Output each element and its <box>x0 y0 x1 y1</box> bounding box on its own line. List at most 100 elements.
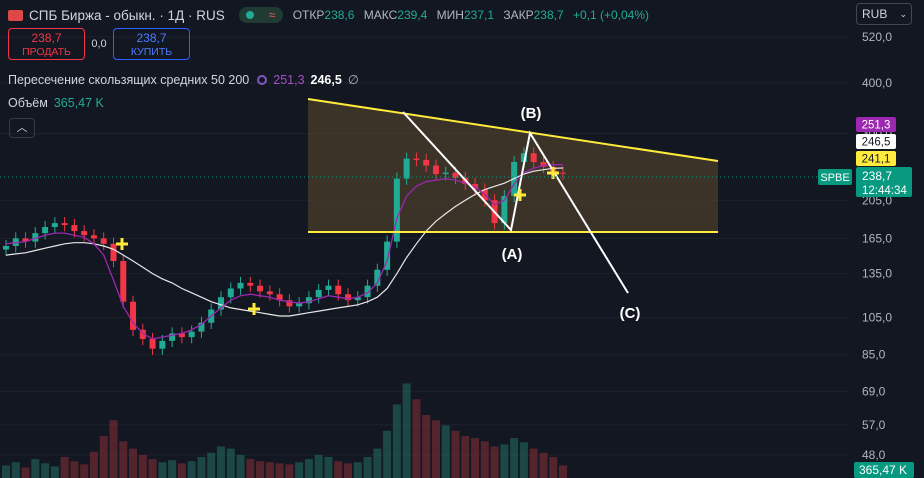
volume-indicator-name: Объём <box>8 96 48 110</box>
candle <box>139 329 146 339</box>
trade-panel: 238,7 ПРОДАТЬ 0,0 238,7 КУПИТЬ <box>8 28 190 60</box>
ohlc-close-value: 238,7 <box>533 8 564 22</box>
candle <box>198 322 205 332</box>
ma-slow-value-tag <box>856 134 896 149</box>
price-axis-tick: 69,0 <box>862 384 886 398</box>
volume-bar <box>236 454 245 478</box>
candle <box>247 282 254 286</box>
ohlc-high-label: МАКС <box>363 8 398 22</box>
candle <box>71 225 78 232</box>
candle <box>325 285 332 290</box>
price-grid <box>0 36 848 456</box>
volume-bar <box>246 459 255 478</box>
volume-bar <box>226 448 235 478</box>
ohlc-high-value: 239,4 <box>397 8 428 22</box>
candle <box>374 269 381 286</box>
volume-bar <box>2 465 10 478</box>
buy-price: 238,7 <box>136 31 167 45</box>
ohlc-close-label: ЗАКР <box>503 8 534 22</box>
volume-bar <box>187 461 196 478</box>
volume-bar <box>109 420 118 478</box>
volume-bar <box>295 462 304 478</box>
candle <box>286 300 293 307</box>
last-price-tag: SPBE 238,7 12:44:34 <box>818 167 912 197</box>
candle <box>266 291 273 295</box>
wave-label-a: (A) <box>502 246 523 263</box>
volume-bar <box>99 436 108 478</box>
candle <box>100 238 107 244</box>
volume-bar <box>21 467 30 478</box>
ma-fast-legend-value: 251,3 <box>273 72 305 87</box>
candle <box>305 297 312 304</box>
candle <box>149 338 156 349</box>
ma-slow-value-text: 246,5 <box>862 137 891 149</box>
volume-bar <box>539 452 548 478</box>
volume-legend-value: 365,47 K <box>53 96 104 110</box>
price-axis-tick: 165,0 <box>862 231 892 245</box>
volume-bars <box>2 383 567 478</box>
volume-bar <box>529 448 538 478</box>
price-axis-tick: 48,0 <box>862 448 886 462</box>
volume-bar <box>129 448 138 478</box>
candle <box>442 172 449 175</box>
candle <box>501 196 508 224</box>
volume-indicator-legend[interactable]: Объём 365,47 K <box>8 96 104 110</box>
chart-header: СПБ Биржа - обыкн. · 1Д · RUS ≈ ОТКР238,… <box>8 6 649 24</box>
ma-slow-line <box>5 167 564 317</box>
volume-bar <box>314 454 323 478</box>
buy-button[interactable]: 238,7 КУПИТЬ <box>113 28 190 60</box>
candle <box>178 333 185 338</box>
indicator-settings-icon[interactable] <box>257 74 268 85</box>
ohlc-open-label: ОТКР <box>292 8 325 22</box>
candle <box>560 172 566 174</box>
ohlc-values: ОТКР238,6 МАКС239,4 МИН237,1 ЗАКР238,7 +… <box>293 8 649 22</box>
volume-bar <box>168 460 177 478</box>
volume-bar <box>383 430 392 478</box>
ma-indicator-legend[interactable]: Пересечение скользящих средних 50 200 25… <box>8 72 359 88</box>
wave-abc-line[interactable] <box>402 111 629 294</box>
price-axis-tick: 57,0 <box>862 418 886 432</box>
cross-value-text: 241,1 <box>862 154 891 166</box>
ma-fast-line <box>5 163 564 340</box>
ticker-tag <box>818 169 852 185</box>
candle <box>32 233 39 242</box>
symbol-title[interactable]: СПБ Биржа - обыкн. · 1Д · RUS <box>29 7 225 23</box>
volume-bar <box>392 404 401 478</box>
candle <box>276 294 283 301</box>
trendline-top[interactable] <box>307 98 719 162</box>
volume-bar <box>500 444 509 478</box>
countdown-value: 12:44:34 <box>862 185 907 197</box>
candle <box>335 285 342 295</box>
collapse-legend-button[interactable]: ︿ <box>9 118 35 138</box>
candle <box>227 288 234 298</box>
volume-bar <box>50 466 59 478</box>
candle <box>452 172 459 178</box>
price-axis: 520,0400,0300,0205,0165,0135,0105,085,06… <box>862 30 892 462</box>
flag-icon <box>8 9 23 21</box>
volume-bar <box>422 415 431 478</box>
candle <box>296 303 303 307</box>
cross-value-tag <box>856 151 896 166</box>
price-axis-tick: 520,0 <box>862 30 892 44</box>
market-status-toggle[interactable]: ≈ <box>238 7 283 23</box>
chevron-up-icon: ︿ <box>16 122 28 134</box>
candle <box>188 331 195 338</box>
candle <box>432 165 439 175</box>
ohlc-low-value: 237,1 <box>463 8 494 22</box>
candle <box>3 245 9 250</box>
price-axis-tick: 135,0 <box>862 267 892 281</box>
candle <box>130 301 137 330</box>
ma-fast-value-text: 251,3 <box>862 120 891 132</box>
volume-bar <box>70 461 79 478</box>
wave-label-c: (C) <box>620 305 641 322</box>
volume-bar <box>285 464 294 478</box>
volume-bar <box>353 462 362 478</box>
candle <box>413 158 420 160</box>
currency-select[interactable]: RUB ⌄ <box>856 3 912 25</box>
volume-bar <box>461 436 470 478</box>
volume-bar <box>490 446 499 478</box>
sell-button[interactable]: 238,7 ПРОДАТЬ <box>8 28 85 60</box>
spread-value: 0,0 <box>91 38 107 50</box>
ohlc-low-label: МИН <box>436 8 464 22</box>
